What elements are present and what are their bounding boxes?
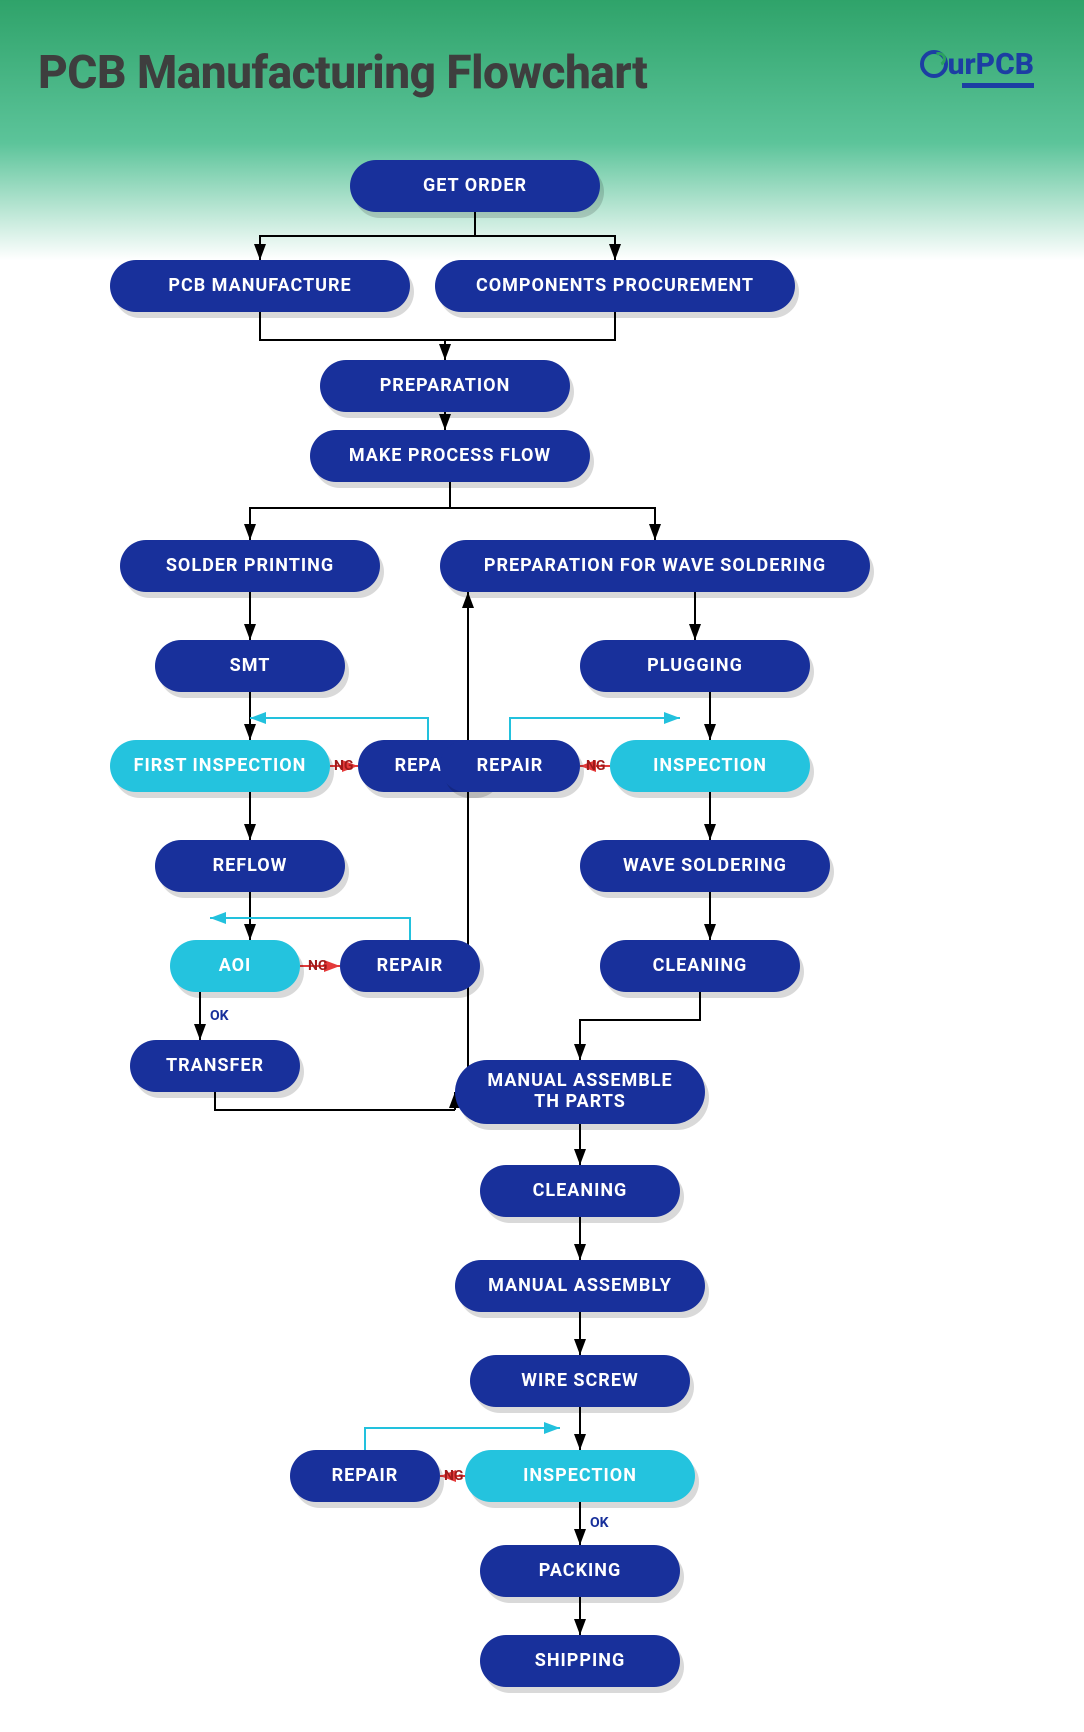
flow-node-transfer: TRANSFER [130, 1040, 300, 1092]
logo-ring-icon [920, 50, 948, 78]
edge-label: NG [308, 958, 327, 974]
flow-node-cleaning2: CLEANING [480, 1165, 680, 1217]
flow-node-repair2: REPAIR [340, 940, 480, 992]
flow-node-wire_screw: WIRE SCREW [470, 1355, 690, 1407]
edge-label: NG [334, 758, 353, 774]
flow-node-smt: SMT [155, 640, 345, 692]
edge-label: NG [586, 758, 605, 774]
flowchart-canvas: GET ORDER PCB MANUFACTURE COMPONENTS PROCU… [0, 0, 1084, 1732]
flow-node-plugging: PLUGGING [580, 640, 810, 692]
page-title: PCB Manufacturing Flowchart [38, 46, 647, 100]
flow-node-shipping: SHIPPING [480, 1635, 680, 1687]
ourpcb-logo: urPCB [920, 46, 1034, 82]
edge-label: NG [444, 1468, 463, 1484]
flow-node-reflow: REFLOW [155, 840, 345, 892]
flow-node-comp_proc: COMPONENTS PROCUREMENT [435, 260, 795, 312]
flow-node-prep_wave: PREPARATION FOR WAVE SOLDERING [440, 540, 870, 592]
flow-node-manual_asm: MANUAL ASSEMBLY [455, 1260, 705, 1312]
flow-node-make_flow: MAKE PROCESS FLOW [310, 430, 590, 482]
flow-node-cleaning1: CLEANING [600, 940, 800, 992]
flow-node-insp_final: INSPECTION [465, 1450, 695, 1502]
flow-node-packing: PACKING [480, 1545, 680, 1597]
flow-node-pcb_manu: PCB MANUFACTURE [110, 260, 410, 312]
flow-node-prep: PREPARATION [320, 360, 570, 412]
logo-underline [962, 83, 1034, 88]
flow-node-insp_r: INSPECTION [610, 740, 810, 792]
edge-label: OK [590, 1515, 609, 1531]
logo-text: urPCB [948, 47, 1034, 82]
flow-node-wave_sold: WAVE SOLDERING [580, 840, 830, 892]
flow-node-aoi: AOI [170, 940, 300, 992]
flow-node-solder_p: SOLDER PRINTING [120, 540, 380, 592]
flow-node-repair3: REPAIR [440, 740, 580, 792]
flow-node-get_order: GET ORDER [350, 160, 600, 212]
flow-node-first_insp: FIRST INSPECTION [110, 740, 330, 792]
flow-node-repair4: REPAIR [290, 1450, 440, 1502]
edge-label: OK [210, 1008, 229, 1024]
flow-node-manual_th: MANUAL ASSEMBLE TH PARTS [455, 1060, 705, 1124]
